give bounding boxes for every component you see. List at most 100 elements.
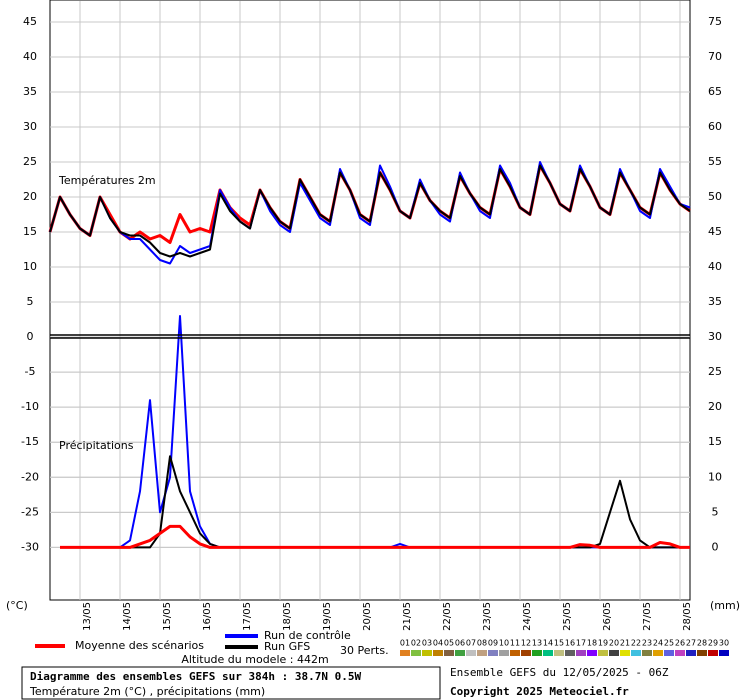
perturbation-name: 19 xyxy=(598,639,608,648)
perturbation-name: 06 xyxy=(455,639,465,648)
y2-tick-label: -15 xyxy=(21,435,39,448)
perturbation-name: 29 xyxy=(708,639,718,648)
perturbation-swatch xyxy=(433,650,443,656)
x-tick-label: 19/05 xyxy=(322,602,333,631)
perturbation-swatch xyxy=(422,650,432,656)
perturbation-name: 25 xyxy=(664,639,674,648)
perturbation-name: 05 xyxy=(444,639,454,648)
y-tick-label: 0 xyxy=(712,540,719,553)
perturbation-name: 03 xyxy=(422,639,432,648)
legend-label: Moyenne des scénarios xyxy=(75,639,204,652)
perturbation-swatch xyxy=(499,650,509,656)
x-tick-label: 15/05 xyxy=(162,602,173,631)
perturbation-name: 13 xyxy=(532,639,542,648)
y-tick-label: 40 xyxy=(23,50,37,63)
x-tick-label: 13/05 xyxy=(82,602,93,631)
y-tick-label: 25 xyxy=(23,155,37,168)
perturbation-swatch xyxy=(708,650,718,656)
series-line xyxy=(49,161,691,265)
legend-label: Run GFS xyxy=(264,640,310,653)
y2-tick-label: -5 xyxy=(25,365,36,378)
perturbation-name: 22 xyxy=(631,639,641,648)
perturbation-name: 28 xyxy=(697,639,707,648)
panel-title: Précipitations xyxy=(59,439,134,452)
y2-tick-label: 50 xyxy=(708,190,722,203)
perturbation-name: 18 xyxy=(587,639,597,648)
perturbation-swatch xyxy=(554,650,564,656)
perturbation-name: 09 xyxy=(488,639,498,648)
axis-unit: (°C) xyxy=(6,599,28,612)
y2-tick-label: 75 xyxy=(708,15,722,28)
y2-tick-label: -30 xyxy=(21,540,39,553)
perturbation-label: 30 Perts. xyxy=(340,644,389,657)
plot-frame xyxy=(49,0,691,601)
y2-tick-label: 70 xyxy=(708,50,722,63)
x-tick-label: 14/05 xyxy=(122,602,133,631)
perturbation-name: 16 xyxy=(565,639,575,648)
y2-tick-label: 30 xyxy=(708,330,722,343)
y-tick-label: 20 xyxy=(23,190,37,203)
y-tick-label: 5 xyxy=(27,295,34,308)
footer-copyright: Copyright 2025 Meteociel.fr xyxy=(450,685,629,698)
y-tick-label: 10 xyxy=(23,260,37,273)
perturbation-swatch xyxy=(664,650,674,656)
y-tick-label: 20 xyxy=(708,400,722,413)
y2-tick-label: 35 xyxy=(708,295,722,308)
perturbation-swatch xyxy=(543,650,553,656)
perturbation-swatch xyxy=(620,650,630,656)
x-tick-label: 28/05 xyxy=(682,602,693,631)
perturbation-name: 15 xyxy=(554,639,564,648)
perturbation-swatch xyxy=(411,650,421,656)
perturbation-name: 01 xyxy=(400,639,410,648)
y-tick-label: 15 xyxy=(23,225,37,238)
y2-tick-label: 40 xyxy=(708,260,722,273)
perturbation-name: 27 xyxy=(686,639,696,648)
x-tick-label: 24/05 xyxy=(522,602,533,631)
perturbation-swatch xyxy=(598,650,608,656)
y2-tick-label: 55 xyxy=(708,155,722,168)
x-tick-label: 25/05 xyxy=(562,602,573,631)
x-tick-label: 27/05 xyxy=(642,602,653,631)
perturbation-name: 08 xyxy=(477,639,487,648)
perturbation-name: 07 xyxy=(466,639,476,648)
y2-tick-label: 60 xyxy=(708,120,722,133)
y2-tick-label: -20 xyxy=(21,470,39,483)
grid: 0 5 10 15 20 25 30 35 40 45 30 35 40 45 50 55 60 65 70 75 0 5… xyxy=(21,1,722,631)
perturbation-name: 17 xyxy=(576,639,586,648)
y2-tick-label: -25 xyxy=(21,505,39,518)
series-line xyxy=(60,524,690,549)
perturbation-name: 04 xyxy=(433,639,443,648)
perturbation-name: 26 xyxy=(675,639,685,648)
x-tick-label: 23/05 xyxy=(482,602,493,631)
perturbation-swatch xyxy=(510,650,520,656)
footer-box xyxy=(21,666,441,700)
perturbation-swatch xyxy=(587,650,597,656)
x-tick-label: 17/05 xyxy=(242,602,253,631)
perturbation-swatch xyxy=(455,650,465,656)
y2-tick-label: 65 xyxy=(708,85,722,98)
perturbation-name: 23 xyxy=(642,639,652,648)
perturbation-name: 02 xyxy=(411,639,421,648)
series-line xyxy=(49,164,691,258)
perturbation-swatch xyxy=(532,650,542,656)
perturbation-swatch xyxy=(521,650,531,656)
perturbation-name: 12 xyxy=(521,639,531,648)
axis-unit: (mm) xyxy=(710,599,740,612)
y-tick-label: 35 xyxy=(23,85,37,98)
perturbation-name: 20 xyxy=(609,639,619,648)
y2-tick-label: -10 xyxy=(21,400,39,413)
x-tick-label: 20/05 xyxy=(362,602,373,631)
perturbation-swatch xyxy=(653,650,663,656)
x-tick-label: 16/05 xyxy=(202,602,213,631)
x-tick-label: 22/05 xyxy=(442,602,453,631)
perturbation-swatch xyxy=(686,650,696,656)
y-tick-label: 10 xyxy=(708,470,722,483)
perturbation-name: 30 xyxy=(719,639,729,648)
y-tick-label: 45 xyxy=(23,15,37,28)
legend-label: Run de contrôle xyxy=(264,629,351,642)
perturbation-swatch xyxy=(488,650,498,656)
perturbation-name: 24 xyxy=(653,639,663,648)
perturbation-name: 21 xyxy=(620,639,630,648)
footer-subtitle: Température 2m (°C) , précipitations (mm… xyxy=(29,685,265,698)
y-tick-label: 5 xyxy=(712,505,719,518)
